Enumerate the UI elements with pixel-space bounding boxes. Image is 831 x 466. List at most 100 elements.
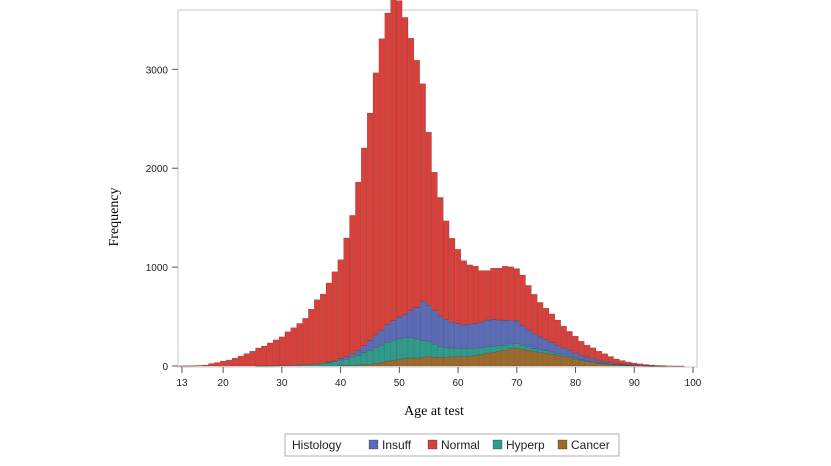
bar-cancer-46 [372,363,379,367]
bar-cancer-60 [455,356,462,367]
bar-insuff-80 [572,352,579,359]
bar-normal-17 [202,364,209,367]
bar-normal-85 [601,353,608,362]
bar-hyperp-78 [560,354,567,357]
bar-hyperp-63 [472,348,479,356]
bar-cancer-81 [578,360,585,367]
legend-label-normal: Normal [441,438,480,452]
bar-cancer-80 [572,358,579,367]
bar-normal-24 [243,353,250,367]
bar-normal-15 [190,365,197,367]
bar-cancer-66 [490,351,497,367]
bar-hyperp-72 [525,346,532,351]
bar-insuff-75 [543,339,550,351]
bar-cancer-58 [443,357,450,367]
bar-hyperp-70 [513,343,520,349]
bar-cancer-48 [384,360,391,367]
bar-hyperp-30 [278,365,285,367]
bar-normal-95 [660,365,667,367]
x-axis: 13 20 30 40 50 60 70 80 90 100 [176,367,702,389]
bar-normal-66 [490,267,497,320]
bar-hyperp-51 [402,337,409,359]
bar-normal-92 [642,364,650,366]
bar-normal-48 [384,12,391,325]
bar-cancer-47 [378,362,385,367]
bar-cancer-71 [519,348,526,367]
bar-normal-96 [666,365,673,367]
bar-hyperp-53 [413,338,420,359]
bar-normal-29 [272,339,280,366]
legend: Histology Insuff Normal Hyperp Cancer [284,433,620,457]
bar-hyperp-64 [478,347,485,355]
bar-insuff-81 [578,354,585,360]
bar-normal-46 [372,72,379,336]
legend-label-hyperp: Hyperp [506,438,545,452]
bar-cancer-54 [419,357,426,367]
bar-hyperp-77 [554,353,561,356]
bar-hyperp-40 [337,359,344,366]
bar-insuff-56 [431,310,438,345]
bar-insuff-41 [343,356,350,360]
y-tick-label: 3000 [146,65,169,76]
bar-normal-57 [437,197,444,317]
bar-insuff-69 [507,320,514,345]
bar-normal-35 [308,308,315,365]
bar-cancer-51 [402,358,409,367]
bar-normal-69 [507,266,514,321]
bar-normal-76 [549,313,556,343]
bar-hyperp-49 [390,340,397,361]
bar-insuff-50 [396,316,403,340]
bar-normal-64 [478,270,485,323]
bar-cancer-85 [601,363,608,367]
bar-cancer-65 [484,352,491,367]
bar-normal-62 [466,264,473,325]
bar-normal-97 [672,365,679,367]
bar-normal-94 [654,365,661,367]
bar-normal-86 [607,356,614,363]
bar-normal-39 [331,271,338,361]
x-tick-label: 13 [176,378,188,389]
bar-normal-25 [249,350,256,367]
bar-hyperp-44 [361,352,368,365]
bar-hyperp-37 [319,363,326,367]
bar-cancer-78 [560,356,567,367]
bar-normal-34 [302,318,309,366]
bar-normal-78 [560,325,567,349]
bar-normal-30 [278,336,285,366]
bar-insuff-92 [642,365,650,367]
bar-normal-68 [502,265,509,321]
bar-normal-20 [220,360,227,367]
bar-normal-67 [496,267,503,321]
bar-normal-72 [525,285,532,331]
bar-insuff-60 [455,323,462,349]
x-axis-title: Age at test [404,404,464,419]
bar-cancer-70 [513,348,520,367]
bar-insuff-67 [496,319,503,346]
bar-normal-13 [178,365,186,367]
bar-cancer-57 [437,357,444,367]
bar-cancer-67 [496,350,503,367]
y-axis-title: Frequency [107,187,122,246]
x-tick-label: 40 [335,378,347,389]
bar-insuff-70 [513,320,520,344]
legend-swatch-cancer [557,439,568,450]
bar-normal-90 [631,362,638,366]
bar-normal-49 [390,0,397,321]
bar-cancer-68 [502,349,509,367]
legend-label-cancer: Cancer [571,438,610,452]
bar-hyperp-58 [443,347,450,358]
bar-insuff-84 [596,359,603,363]
bar-normal-33 [296,323,303,366]
plot-frame [177,9,698,368]
bar-normal-22 [231,357,238,367]
bar-hyperp-79 [566,355,573,358]
bar-normal-38 [325,282,332,363]
bar-hyperp-28 [267,365,274,367]
bar-normal-73 [531,294,538,335]
y-axis: 0 1000 2000 3000 [146,65,178,373]
bar-normal-79 [566,331,573,351]
bar-cancer-72 [525,349,532,367]
bar-cancer-82 [584,361,591,367]
x-tick-label: 30 [276,378,288,389]
bar-cancer-61 [460,356,467,367]
